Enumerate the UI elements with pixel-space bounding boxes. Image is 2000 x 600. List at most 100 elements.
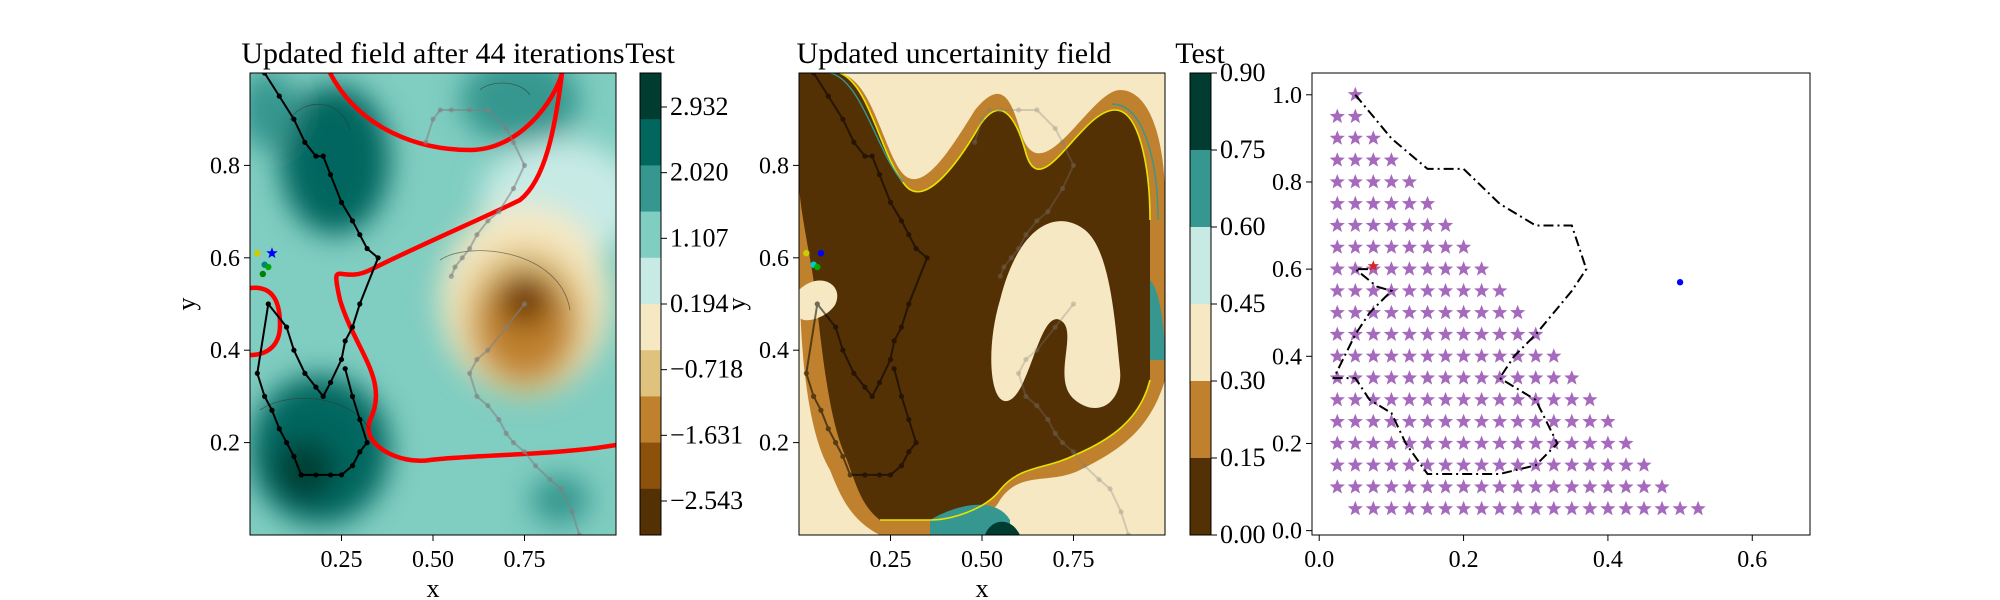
candidate-star [1347, 239, 1363, 254]
sample-path-point [833, 440, 839, 446]
sample-path-point [496, 416, 502, 423]
sample-path-point [818, 407, 824, 413]
candidate-star [1329, 304, 1345, 320]
sample-path-point [833, 324, 839, 330]
sample-path-point [342, 366, 348, 372]
candidate-star [1329, 326, 1345, 341]
uncertainty-ylabel: y [722, 298, 751, 311]
current-position-dot [814, 263, 821, 271]
candidate-star [1456, 370, 1472, 385]
field-sample-paths [254, 73, 582, 535]
candidate-star [1401, 282, 1417, 298]
sample-path-point [851, 139, 857, 145]
sample-path-point [851, 370, 857, 376]
sample-path-point [503, 430, 509, 436]
candidate-star [1329, 261, 1345, 276]
sample-path-point [803, 370, 809, 376]
candidate-star [1329, 239, 1345, 254]
candidate-star [1546, 457, 1562, 472]
sample-path-point [357, 232, 363, 238]
candidate-star [1528, 326, 1544, 341]
candidate-star [1347, 326, 1363, 341]
sample-path-point [467, 370, 473, 376]
field-ylabel: y [172, 298, 201, 311]
candidates-axes-frame [1311, 72, 1811, 536]
candidate-star [1419, 479, 1436, 494]
colorbar-band [640, 442, 661, 490]
candidate-star [1474, 413, 1490, 429]
candidate-star [1347, 86, 1363, 102]
candidate-star [1456, 500, 1472, 516]
y-tick-label: 0.2 [1272, 431, 1302, 457]
candidate-star [1564, 479, 1580, 494]
candidate-star [1437, 370, 1454, 385]
sample-path-point [364, 440, 370, 446]
sample-path-point [1008, 255, 1014, 261]
candidate-star [1492, 500, 1508, 516]
colorbar-band [1190, 304, 1211, 382]
sample-path-point [1070, 162, 1077, 168]
sample-path-point [1034, 403, 1040, 409]
candidate-star [1347, 413, 1363, 429]
sample-path-point [814, 301, 820, 307]
candidate-star [1329, 152, 1345, 167]
sample-path-point [898, 393, 905, 399]
candidate-star [1347, 282, 1363, 298]
candidate-star [1510, 348, 1526, 363]
sample-path-point [1016, 370, 1022, 376]
candidates-axes: 0.0 0.2 0.4 0.6 0.0 0.2 0.4 0.6 0.8 1.0 [1272, 83, 1767, 573]
candidate-star [1510, 457, 1526, 472]
sample-path-point [284, 440, 290, 446]
sample-path-point [986, 107, 992, 113]
candidate-star [1383, 217, 1399, 232]
current-position-dot [265, 263, 272, 271]
candidate-star [1672, 500, 1688, 516]
candidate-star [1419, 304, 1436, 320]
candidate-star [1474, 348, 1490, 363]
sample-path-point [979, 116, 985, 122]
candidate-star [1456, 457, 1472, 472]
candidate-star [1401, 500, 1417, 516]
uncertainty-axes: 0.25 0.50 0.75 0.2 0.4 0.6 0.8 [759, 153, 1095, 573]
candidate-star [1347, 108, 1363, 124]
candidate-star [1365, 304, 1381, 320]
candidate-star [1564, 370, 1580, 385]
sample-path-point [503, 324, 509, 330]
candidate-star [1546, 370, 1562, 385]
candidate-star [1528, 413, 1544, 429]
current-position-star [266, 247, 278, 258]
candidate-star [1365, 370, 1381, 385]
sample-path-point [496, 209, 502, 215]
sample-path-point [906, 232, 912, 238]
candidate-star [1564, 413, 1580, 429]
candidate-star [1492, 326, 1508, 341]
sample-path-point [1016, 107, 1022, 113]
field-colorbar-title: Test [625, 37, 675, 70]
candidate-star [1347, 261, 1363, 276]
sample-path-point [913, 245, 919, 252]
candidate-star [1437, 413, 1454, 429]
colorbar-band [640, 119, 661, 166]
candidate-star [1636, 479, 1652, 494]
candidate-star [1474, 304, 1490, 320]
x-tick-label: 0.2 [1449, 547, 1479, 573]
sample-path-point [254, 370, 260, 376]
candidate-star [1492, 457, 1508, 472]
candidate-star [1582, 413, 1598, 429]
candidate-star [1401, 261, 1417, 276]
sample-path-point [459, 255, 465, 261]
sample-path-point [510, 185, 517, 192]
sample-path-point [898, 218, 905, 224]
candidate-star [1510, 326, 1526, 341]
uncertainty-sample-paths [803, 73, 1131, 535]
sample-path-point [503, 125, 509, 132]
candidate-star [1618, 500, 1634, 516]
candidate-star [1600, 413, 1616, 429]
x-tick-label: 0.50 [412, 547, 454, 573]
sample-path-point [1107, 486, 1113, 492]
current-position-dot [259, 270, 267, 278]
candidate-star [1528, 348, 1544, 363]
sample-path-point [448, 273, 454, 279]
candidate-star [1383, 348, 1399, 363]
